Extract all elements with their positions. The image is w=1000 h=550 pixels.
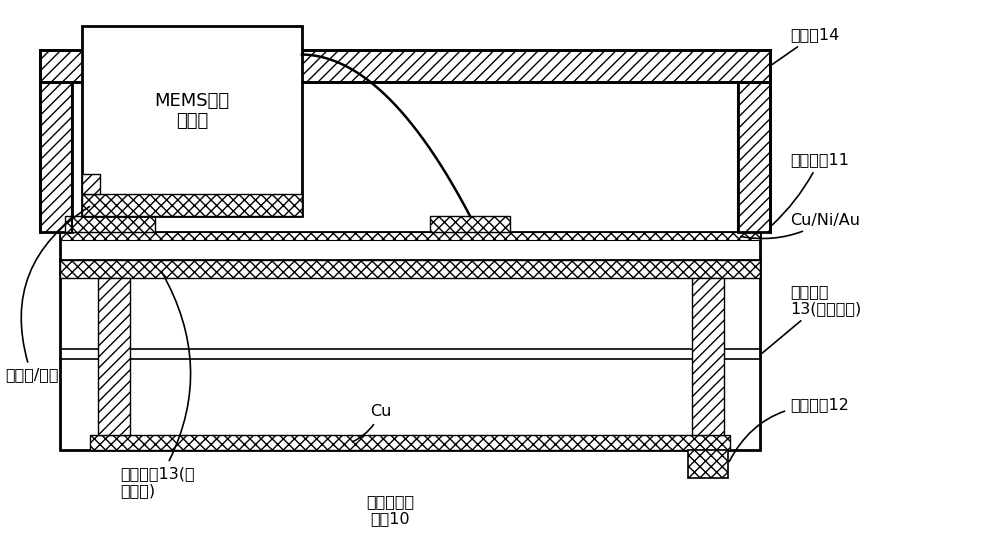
Bar — [60, 260, 760, 450]
Text: MEMS传感
器芯片: MEMS传感 器芯片 — [154, 92, 230, 130]
Bar — [82, 26, 302, 216]
Bar — [98, 278, 130, 435]
Text: 外部焉盖12: 外部焉盖12 — [729, 398, 849, 461]
Text: 金属盖14: 金属盖14 — [772, 28, 839, 64]
Bar — [60, 260, 760, 278]
Bar — [40, 50, 770, 82]
Bar — [688, 450, 728, 478]
Bar — [82, 194, 302, 216]
Bar — [738, 50, 770, 232]
Bar — [60, 232, 760, 240]
Text: 贴片胶/焉料: 贴片胶/焉料 — [5, 206, 90, 382]
Bar — [40, 50, 72, 232]
Text: 内部电路13(表
面电路): 内部电路13(表 面电路) — [120, 271, 195, 498]
Text: 内部焉盖11: 内部焉盖11 — [772, 152, 849, 225]
Text: 内部电路
13(垂直通孔): 内部电路 13(垂直通孔) — [762, 284, 861, 353]
Text: Cu: Cu — [353, 404, 391, 442]
Bar — [692, 278, 724, 435]
Text: Cu/Ni/Au: Cu/Ni/Au — [741, 212, 860, 239]
Bar — [82, 174, 100, 194]
Bar — [60, 232, 760, 260]
Text: 氮化硅陶瓷
基坤10: 氮化硅陶瓷 基坤10 — [366, 494, 414, 526]
Bar — [90, 435, 730, 450]
Bar — [65, 216, 155, 232]
Bar — [430, 216, 510, 232]
